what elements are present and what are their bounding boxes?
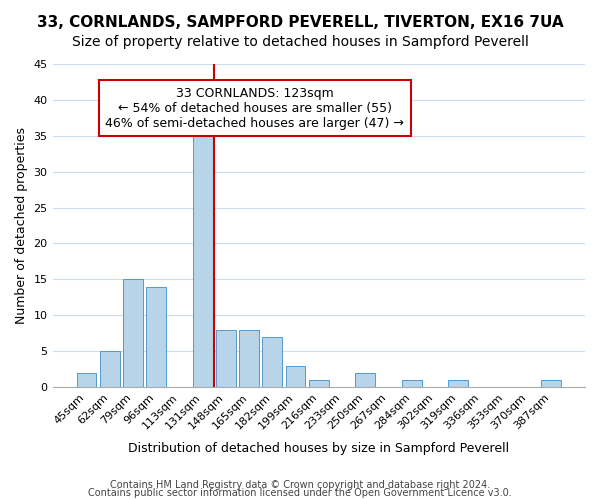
Bar <box>402 380 422 387</box>
Y-axis label: Number of detached properties: Number of detached properties <box>15 127 28 324</box>
Bar <box>123 280 143 387</box>
Bar <box>448 380 468 387</box>
Bar <box>100 351 119 387</box>
Bar <box>193 136 212 387</box>
Bar <box>309 380 329 387</box>
Bar <box>355 372 375 387</box>
Text: 33, CORNLANDS, SAMPFORD PEVERELL, TIVERTON, EX16 7UA: 33, CORNLANDS, SAMPFORD PEVERELL, TIVERT… <box>37 15 563 30</box>
Bar <box>239 330 259 387</box>
Text: Contains public sector information licensed under the Open Government Licence v3: Contains public sector information licen… <box>88 488 512 498</box>
Text: Size of property relative to detached houses in Sampford Peverell: Size of property relative to detached ho… <box>71 35 529 49</box>
Text: Contains HM Land Registry data © Crown copyright and database right 2024.: Contains HM Land Registry data © Crown c… <box>110 480 490 490</box>
Bar <box>262 337 282 387</box>
Bar <box>286 366 305 387</box>
Bar <box>77 372 97 387</box>
Text: 33 CORNLANDS: 123sqm
← 54% of detached houses are smaller (55)
46% of semi-detac: 33 CORNLANDS: 123sqm ← 54% of detached h… <box>106 86 404 130</box>
Bar <box>146 286 166 387</box>
Bar <box>216 330 236 387</box>
Bar <box>541 380 561 387</box>
X-axis label: Distribution of detached houses by size in Sampford Peverell: Distribution of detached houses by size … <box>128 442 509 455</box>
